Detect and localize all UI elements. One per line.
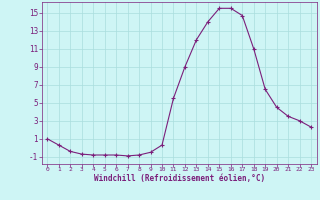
X-axis label: Windchill (Refroidissement éolien,°C): Windchill (Refroidissement éolien,°C) <box>94 174 265 183</box>
